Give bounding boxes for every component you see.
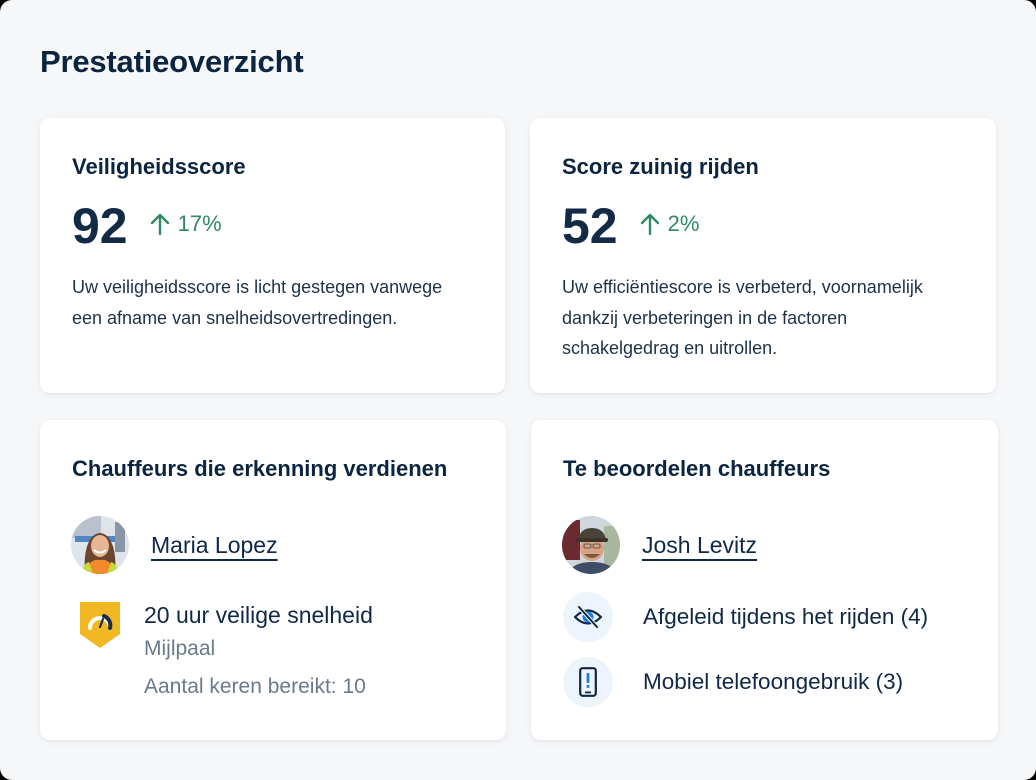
milestone-type: Mijlpaal — [144, 637, 216, 660]
card-title: Te beoordelen chauffeurs — [563, 456, 831, 481]
milestone-times-reached: Aantal keren bereikt: 10 — [144, 675, 366, 698]
milestone-item: 20 uur veilige snelheid Mijlpaal Aantal … — [80, 600, 373, 706]
score-row: 92 17% — [72, 196, 222, 256]
issue-label: Mobiel telefoongebruik (3) — [643, 669, 904, 694]
drivers-to-review-card: Te beoordelen chauffeurs Josh Levitz — [531, 420, 998, 740]
eco-score-value: 52 — [562, 198, 618, 254]
arrow-up-icon — [640, 213, 659, 235]
driver-row: Maria Lopez — [71, 516, 278, 574]
safety-score-value: 92 — [72, 198, 128, 254]
safety-score-description: Uw veiligheidsscore is licht gestegen va… — [72, 277, 443, 328]
driver-row: Josh Levitz — [562, 516, 757, 574]
avatar[interactable] — [562, 516, 620, 574]
trend-value: 17% — [177, 211, 222, 236]
card-title: Veiligheidsscore — [72, 154, 246, 179]
eco-score-description: Uw efficiëntiescore is verbeterd, voorna… — [562, 277, 923, 358]
trend-indicator: 2% — [640, 211, 700, 237]
drivers-deserving-recognition-card: Chauffeurs die erkenning verdienen Maria… — [40, 420, 506, 740]
eco-driving-score-card: Score zuinig rijden 52 2% Uw efficiëntie… — [530, 118, 996, 393]
trend-indicator: 17% — [150, 211, 222, 237]
issue-item-mobile-usage[interactable]: Mobiel telefoongebruik (3) — [563, 657, 903, 707]
trend-value: 2% — [667, 211, 700, 236]
milestone-text: 20 uur veilige snelheid Mijlpaal Aantal … — [144, 600, 373, 706]
score-row: 52 2% — [562, 196, 699, 256]
driver-name-link[interactable]: Josh Levitz — [642, 531, 758, 558]
card-title: Score zuinig rijden — [562, 154, 759, 179]
mobile-alert-icon — [563, 657, 613, 707]
driver-name-link[interactable]: Maria Lopez — [151, 531, 278, 558]
avatar-photo-icon — [562, 516, 620, 574]
arrow-up-icon — [150, 213, 169, 235]
page-title: Prestatieoverzicht — [40, 44, 304, 79]
milestone-title: 20 uur veilige snelheid — [144, 602, 373, 628]
safety-score-card: Veiligheidsscore 92 17% Uw veiligheidssc… — [40, 118, 505, 393]
card-title: Chauffeurs die erkenning verdienen — [72, 456, 448, 481]
avatar[interactable] — [71, 516, 129, 574]
issue-label: Afgeleid tijdens het rijden (4) — [643, 604, 929, 629]
avatar-photo-icon — [71, 516, 129, 574]
speedometer-badge-icon — [80, 602, 120, 648]
issue-item-distracted-driving[interactable]: Afgeleid tijdens het rijden (4) — [563, 592, 928, 642]
eye-off-icon — [563, 592, 613, 642]
